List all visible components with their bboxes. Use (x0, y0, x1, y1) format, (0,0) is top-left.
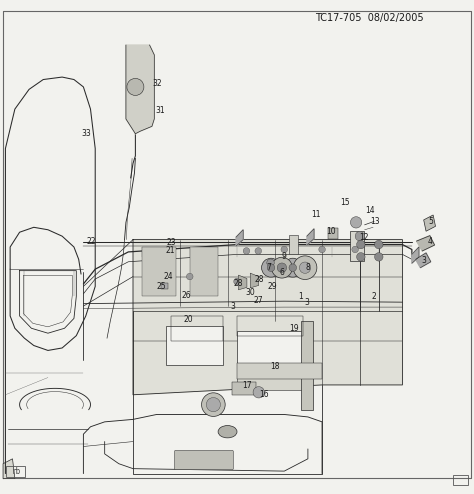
Circle shape (293, 256, 317, 280)
FancyBboxPatch shape (174, 451, 233, 470)
Ellipse shape (218, 425, 237, 438)
Bar (237, 365, 308, 390)
Bar (161, 283, 168, 289)
Text: 28: 28 (233, 280, 243, 288)
Circle shape (319, 246, 325, 253)
Circle shape (281, 246, 288, 253)
Text: 29: 29 (268, 282, 277, 291)
Polygon shape (412, 247, 419, 263)
Text: 20: 20 (184, 315, 193, 325)
Bar (232, 382, 256, 395)
Circle shape (186, 273, 193, 280)
Polygon shape (307, 229, 314, 245)
Circle shape (267, 259, 274, 267)
Bar (190, 247, 218, 296)
Text: 27: 27 (254, 296, 263, 305)
Bar (454, 475, 468, 486)
Circle shape (201, 393, 225, 416)
Text: 32: 32 (153, 79, 163, 88)
Circle shape (272, 257, 292, 278)
Text: 3: 3 (231, 302, 236, 311)
Circle shape (300, 262, 311, 273)
Circle shape (267, 264, 275, 272)
Polygon shape (416, 253, 431, 268)
Text: 7: 7 (267, 263, 272, 272)
Text: 13: 13 (370, 217, 380, 226)
Bar (166, 326, 223, 365)
Text: 26: 26 (181, 291, 191, 300)
Circle shape (289, 264, 297, 272)
Circle shape (374, 252, 383, 261)
Polygon shape (236, 230, 243, 246)
Bar (237, 316, 303, 335)
Polygon shape (250, 273, 259, 288)
Bar (289, 235, 299, 254)
Text: 28: 28 (255, 275, 264, 284)
Polygon shape (424, 215, 436, 231)
Polygon shape (238, 275, 247, 290)
Circle shape (355, 231, 365, 241)
Text: 16: 16 (260, 390, 269, 399)
Circle shape (206, 398, 220, 412)
Text: 11: 11 (311, 210, 321, 219)
Circle shape (352, 246, 358, 253)
Polygon shape (133, 240, 402, 395)
Text: 19: 19 (289, 324, 299, 333)
Bar (171, 316, 223, 340)
Text: 4: 4 (428, 237, 432, 246)
Text: 15: 15 (340, 198, 349, 207)
Circle shape (350, 217, 362, 228)
Text: 33: 33 (82, 129, 91, 138)
Bar (328, 228, 338, 239)
Bar (143, 247, 175, 296)
Circle shape (255, 247, 262, 254)
Text: 31: 31 (155, 106, 165, 115)
Polygon shape (417, 236, 435, 251)
Text: 24: 24 (164, 272, 173, 281)
Bar (237, 363, 322, 378)
Text: 2: 2 (372, 292, 376, 301)
Circle shape (127, 79, 144, 95)
Text: 8: 8 (306, 263, 310, 272)
Text: 30: 30 (246, 288, 255, 297)
Text: 23: 23 (167, 238, 177, 247)
Polygon shape (126, 45, 155, 134)
Text: 22: 22 (87, 237, 96, 246)
Text: 14: 14 (365, 206, 375, 214)
Circle shape (253, 387, 264, 398)
Text: 18: 18 (270, 362, 280, 370)
Bar (6, 466, 25, 477)
Bar (350, 231, 364, 261)
Circle shape (374, 240, 383, 249)
Text: 5: 5 (428, 217, 433, 226)
Text: TC17-705  08/02/2005: TC17-705 08/02/2005 (315, 13, 424, 23)
Circle shape (277, 263, 287, 272)
Circle shape (234, 278, 240, 285)
Text: 10: 10 (326, 227, 336, 236)
Text: 3: 3 (421, 256, 426, 265)
Text: 21: 21 (165, 247, 174, 255)
Text: 9: 9 (282, 252, 287, 261)
Text: rb: rb (11, 467, 20, 476)
Circle shape (356, 252, 365, 261)
Circle shape (283, 258, 302, 277)
Circle shape (243, 247, 250, 254)
Polygon shape (3, 459, 15, 479)
Circle shape (262, 258, 281, 277)
Text: 6: 6 (280, 268, 284, 277)
Text: 3: 3 (304, 298, 310, 307)
Text: 1: 1 (299, 292, 303, 301)
Text: 25: 25 (156, 282, 166, 291)
Bar (301, 321, 313, 410)
Text: 17: 17 (243, 381, 252, 390)
Bar (237, 331, 303, 365)
Circle shape (356, 240, 365, 249)
Text: 12: 12 (359, 233, 368, 242)
